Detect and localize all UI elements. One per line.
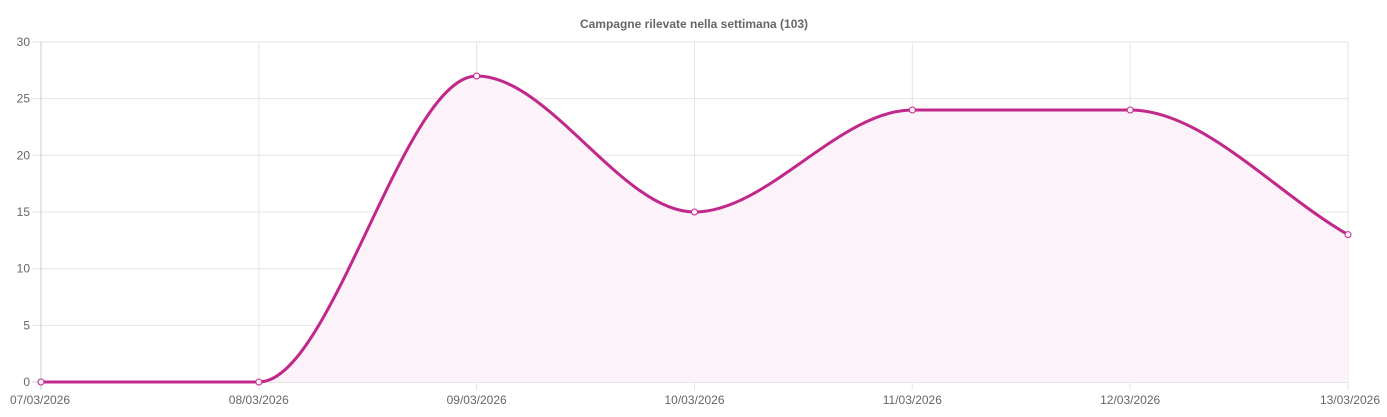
data-point[interactable] bbox=[691, 208, 698, 216]
data-point[interactable] bbox=[255, 378, 263, 386]
area-fill-group bbox=[41, 76, 1348, 382]
y-tick-label: 10 bbox=[17, 262, 31, 276]
data-points-group bbox=[37, 72, 1352, 386]
x-tick-label: 10/03/2026 bbox=[664, 393, 724, 407]
data-point[interactable] bbox=[473, 72, 481, 80]
y-tick-label: 5 bbox=[23, 318, 30, 332]
x-tick-label: 08/03/2026 bbox=[229, 393, 289, 407]
x-tick-label: 12/03/2026 bbox=[1100, 393, 1160, 407]
series-area-fill bbox=[41, 76, 1348, 382]
y-tick-label: 20 bbox=[17, 148, 31, 162]
chart-title: Campagne rilevate nella settimana (103) bbox=[580, 17, 808, 31]
y-tick-label: 25 bbox=[17, 92, 31, 106]
y-axis-ticks: 0 5 10 15 20 25 30 bbox=[17, 35, 31, 389]
y-tick-label: 0 bbox=[23, 375, 30, 389]
x-axis-ticks: 07/03/2026 08/03/2026 09/03/2026 10/03/2026… bbox=[10, 393, 1380, 407]
y-tick-label: 15 bbox=[17, 205, 31, 219]
x-tick-label: 09/03/2026 bbox=[447, 393, 507, 407]
x-tick-label: 13/03/2026 bbox=[1320, 393, 1380, 407]
data-point[interactable] bbox=[37, 378, 45, 386]
y-tick-label: 30 bbox=[17, 35, 31, 49]
x-tick-label: 11/03/2026 bbox=[883, 393, 942, 407]
data-point[interactable] bbox=[1126, 106, 1134, 114]
data-point[interactable] bbox=[1344, 231, 1352, 239]
data-point[interactable] bbox=[908, 106, 916, 114]
x-tick-label: 07/03/2026 bbox=[10, 393, 70, 407]
